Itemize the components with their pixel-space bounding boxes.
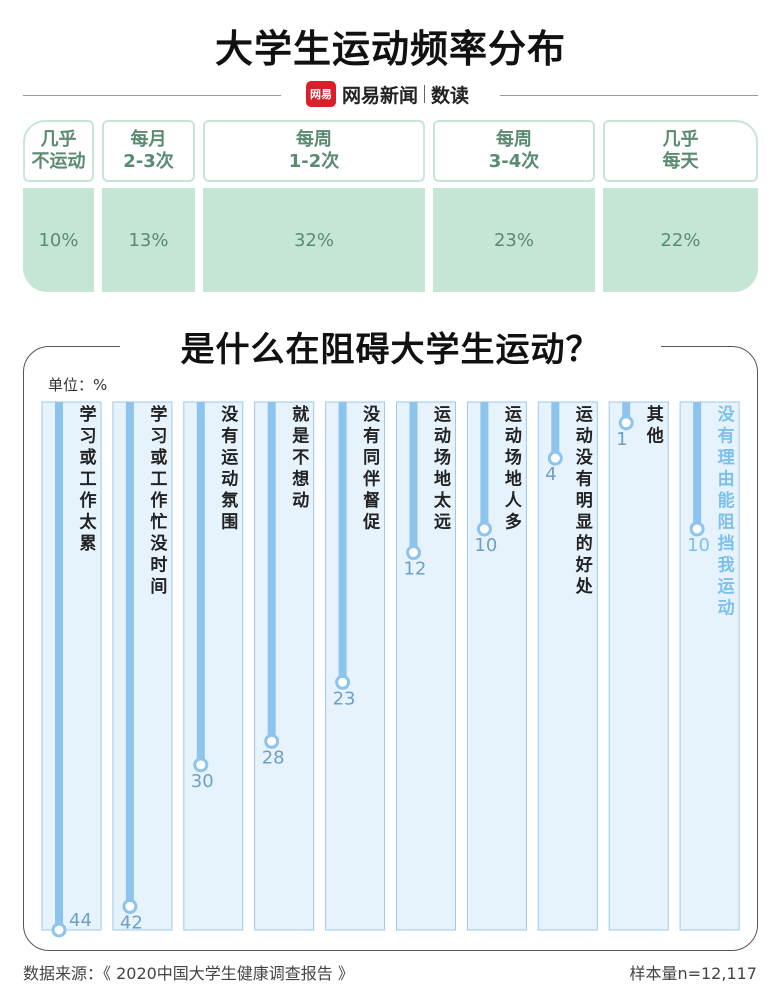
sample-size: 样本量n=12,117 [629, 964, 757, 983]
value-label: 28 [262, 747, 285, 768]
brand-sub: 数读 [431, 84, 470, 107]
data-point [689, 521, 705, 537]
data-point [547, 450, 563, 466]
data-point [193, 757, 209, 773]
category-column [112, 401, 173, 931]
freq-label: 每月 2-3次 [102, 120, 195, 182]
brand: 网易 网易新闻 数读 [306, 80, 469, 108]
category-label: 学习或工作忙没时间 [150, 404, 168, 597]
panel-title-backdrop [120, 320, 661, 370]
value-label: 10 [474, 535, 497, 556]
freq-value: 13% [128, 229, 169, 251]
category-column [41, 401, 102, 931]
category-label: 运动场地太远 [434, 405, 452, 533]
value-label: 1 [616, 429, 627, 450]
data-source: 数据来源：《 2020中国大学生健康调查报告 》 [23, 964, 354, 983]
brand-separator [424, 85, 426, 103]
freq-label: 每周 1-2次 [203, 120, 425, 182]
freq-divider [425, 188, 433, 292]
category-column [254, 401, 315, 931]
divider-left [23, 95, 281, 96]
category-column [183, 401, 244, 931]
value-label: 4 [545, 464, 556, 485]
unit-label: 单位：% [48, 376, 108, 394]
category-label: 学习或工作太累 [80, 404, 98, 554]
freq-value: 23% [493, 229, 534, 251]
value-label: 10 [687, 535, 710, 556]
freq-label: 几乎 不运动 [23, 120, 94, 182]
value-label: 23 [333, 688, 356, 709]
divider-right [500, 95, 758, 96]
data-point [406, 545, 421, 561]
data-point [264, 733, 280, 749]
freq-divider [595, 188, 603, 292]
value-label: 44 [69, 910, 92, 931]
category-label: 没有同伴督促 [362, 405, 381, 533]
category-label: 没有理由能阻挡我运动 [718, 405, 736, 619]
data-point [122, 898, 138, 914]
value-label: 42 [120, 912, 143, 933]
category-column [537, 401, 598, 931]
page-title: 大学生运动频率分布 [214, 27, 566, 71]
category-label: 没有运动氛围 [221, 405, 239, 533]
frequency-value-band [23, 188, 758, 292]
netease-logo-icon: 网易 [306, 81, 336, 107]
category-label: 就是不想动 [292, 404, 309, 511]
data-point [618, 415, 634, 431]
category-label: 运动没有明显的好处 [575, 405, 594, 597]
category-column [466, 401, 527, 931]
freq-label: 几乎 每天 [603, 120, 758, 182]
data-point [476, 521, 492, 537]
freq-label: 每周 3-4次 [433, 120, 595, 182]
freq-divider [94, 188, 102, 292]
frequency-table: 几乎 不运动 10% 每月 2-3次 13% 每周 1-2次 32% 每周 3-… [23, 120, 758, 292]
category-column [325, 401, 386, 931]
freq-value: 10% [38, 229, 79, 251]
category-label: 运动场地人多 [505, 405, 523, 533]
panel-title: 是什么在阻碍大学生运动？ [180, 330, 601, 370]
category-column [608, 401, 669, 931]
data-point [335, 674, 351, 690]
value-label: 30 [191, 771, 214, 792]
category-column [679, 401, 740, 931]
category-label: 其他 [646, 404, 664, 447]
value-label: 12 [404, 559, 427, 580]
data-point [51, 922, 67, 938]
freq-value: 22% [660, 229, 701, 251]
freq-value: 32% [293, 229, 334, 251]
freq-divider [195, 188, 203, 292]
category-column [396, 401, 456, 931]
brand-name: 网易新闻 [342, 84, 419, 107]
